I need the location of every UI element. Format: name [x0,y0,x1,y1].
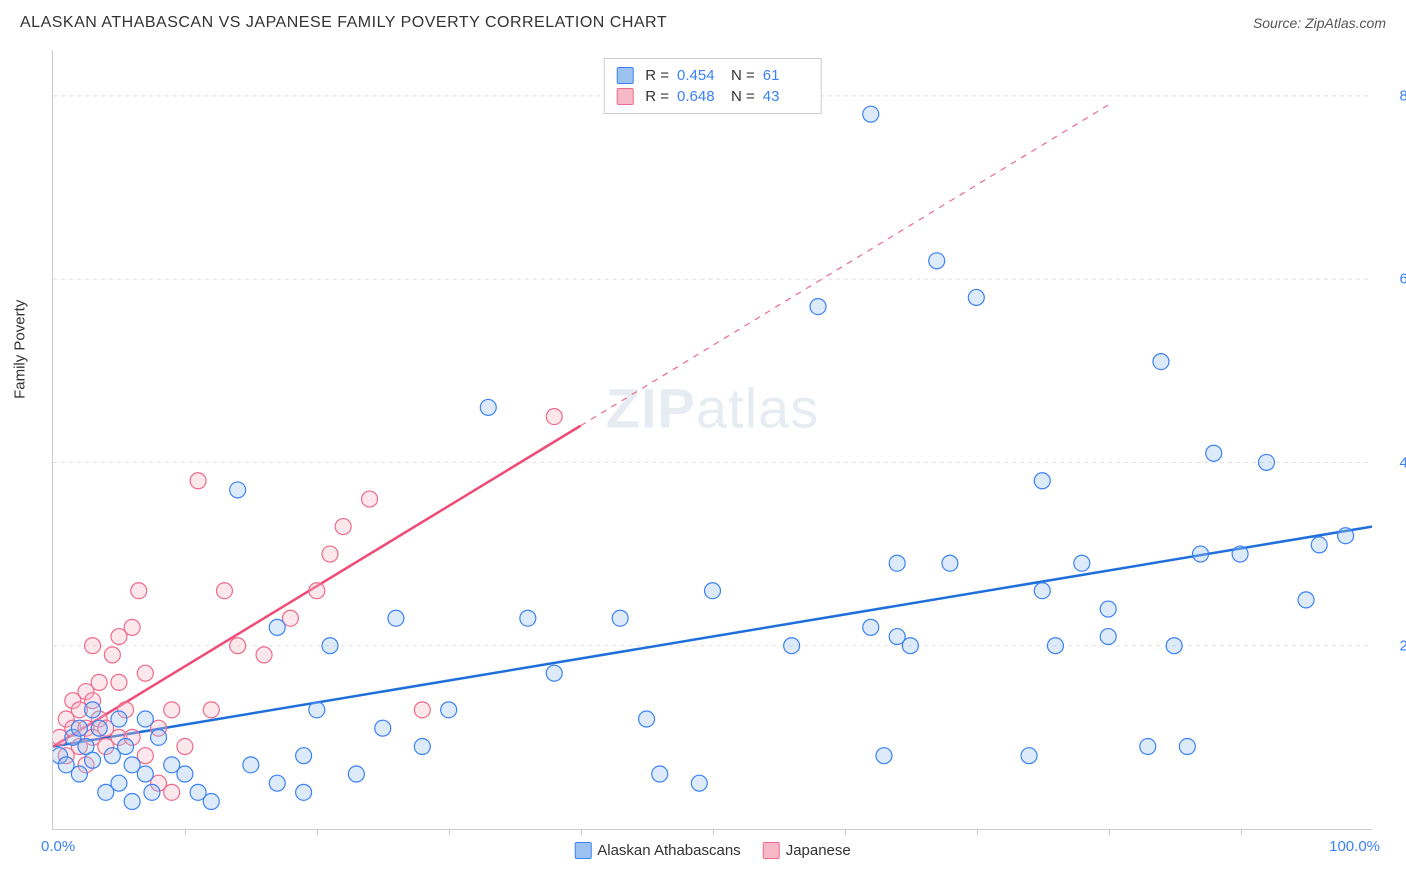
y-tick-label: 60.0% [1382,271,1406,288]
chart-area: ZIPatlas 20.0%40.0%60.0%80.0% 0.0% 100.0… [52,50,1372,830]
r-value-blue: 0.454 [677,67,723,84]
x-tick [449,829,450,835]
x-tick [581,829,582,835]
series-legend: Alaskan Athabascans Japanese [574,842,851,859]
scatter-plot [53,50,1372,829]
stats-box: R = 0.454 N = 61 R = 0.648 N = 43 [603,58,822,114]
page-title: ALASKAN ATHABASCAN VS JAPANESE FAMILY PO… [20,14,667,32]
legend-swatch-blue [574,842,591,859]
legend-item-pink: Japanese [763,842,851,859]
x-tick [185,829,186,835]
stats-row-pink: R = 0.648 N = 43 [616,86,809,107]
n-value-pink: 43 [763,88,809,105]
r-label-2: R = [645,88,669,105]
source-prefix: Source: [1253,15,1305,31]
legend-item-blue: Alaskan Athabascans [574,842,740,859]
source-name: ZipAtlas.com [1305,15,1386,31]
n-value-blue: 61 [763,67,809,84]
source-attribution: Source: ZipAtlas.com [1253,15,1386,31]
legend-label-blue: Alaskan Athabascans [597,842,740,859]
x-axis-max-label: 100.0% [1329,838,1380,855]
legend-swatch-pink [763,842,780,859]
r-label: R = [645,67,669,84]
r-value-pink: 0.648 [677,88,723,105]
legend-label-pink: Japanese [786,842,851,859]
y-tick-label: 40.0% [1382,454,1406,471]
n-label: N = [731,67,755,84]
x-axis-min-label: 0.0% [41,838,75,855]
stats-swatch-blue [616,67,633,84]
y-tick-label: 20.0% [1382,638,1406,655]
x-tick [845,829,846,835]
x-tick [1109,829,1110,835]
x-tick [713,829,714,835]
x-tick [317,829,318,835]
y-axis-label: Family Poverty [12,300,29,399]
y-tick-label: 80.0% [1382,87,1406,104]
stats-swatch-pink [616,88,633,105]
n-label-2: N = [731,88,755,105]
stats-row-blue: R = 0.454 N = 61 [616,65,809,86]
x-tick [977,829,978,835]
x-tick [1241,829,1242,835]
